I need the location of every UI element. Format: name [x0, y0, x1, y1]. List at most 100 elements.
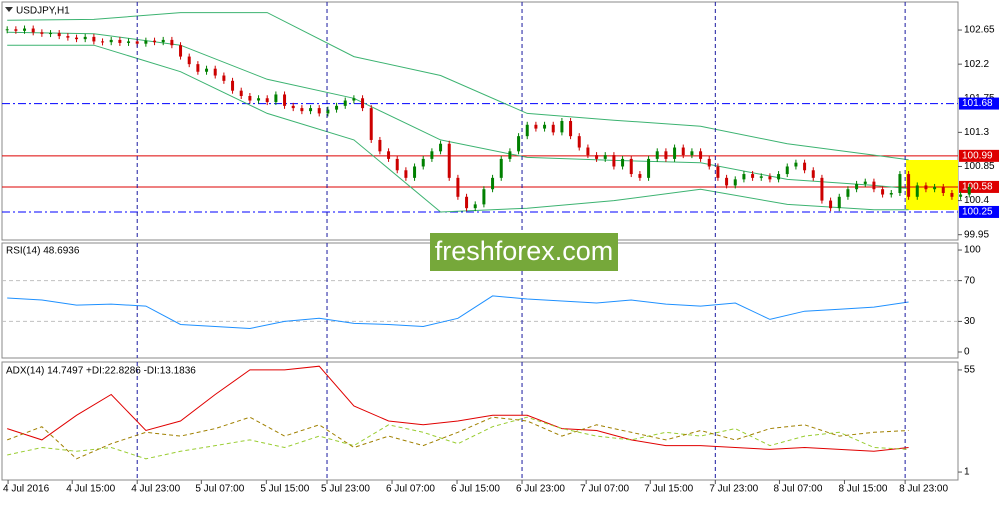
candle: [352, 98, 356, 101]
candle: [725, 177, 729, 186]
x-tick-label: 7 Jul 23:00: [709, 484, 758, 495]
candle: [404, 170, 408, 178]
x-tick-label: 5 Jul 23:00: [321, 484, 370, 495]
candle: [967, 186, 971, 195]
candle: [75, 37, 79, 40]
title-arrow: [5, 7, 13, 12]
y-tick-label: 55: [964, 365, 976, 376]
candle: [92, 36, 96, 42]
x-tick-label: 4 Jul 2016: [3, 484, 50, 495]
candle: [361, 98, 365, 109]
candle: [907, 174, 911, 197]
indicator-line: [7, 416, 909, 460]
x-tick-label: 7 Jul 07:00: [580, 484, 629, 495]
candle: [66, 36, 70, 38]
candle: [768, 176, 772, 180]
candle: [170, 39, 174, 46]
candle: [577, 136, 581, 148]
candle: [161, 39, 165, 43]
candle: [915, 185, 919, 197]
candle: [829, 200, 833, 209]
candle: [447, 143, 451, 178]
candle: [413, 166, 417, 178]
watermark: freshforex.com: [435, 236, 614, 266]
candle: [179, 45, 183, 57]
candle: [837, 196, 841, 209]
candle: [465, 196, 469, 209]
y-tick-label: 101.3: [964, 127, 989, 138]
candle: [274, 94, 278, 103]
candle: [31, 28, 35, 33]
candle: [101, 41, 105, 43]
candle: [820, 177, 824, 201]
candle: [681, 147, 685, 156]
candle: [83, 36, 87, 40]
candle: [144, 40, 148, 44]
candle: [855, 183, 859, 190]
candle: [673, 147, 677, 159]
candle: [508, 151, 512, 159]
x-tick-label: 5 Jul 15:00: [260, 484, 309, 495]
candle: [317, 108, 321, 114]
candle: [543, 124, 547, 129]
y-tick-label: 102.65: [964, 25, 995, 36]
candle: [248, 95, 252, 101]
candle: [933, 186, 937, 190]
candle: [473, 204, 477, 209]
indicator-line: [7, 295, 909, 330]
candle: [525, 124, 529, 137]
candle: [300, 108, 304, 112]
main-title: USDJPY,H1: [16, 6, 70, 17]
candle: [872, 181, 876, 190]
candle: [257, 98, 261, 101]
candle: [569, 121, 573, 137]
rsi-title: RSI(14) 48.6936: [6, 246, 80, 257]
indicator-line: [7, 416, 909, 460]
candle: [14, 29, 18, 31]
y-tick-label: 0: [964, 347, 970, 358]
candle: [378, 139, 382, 152]
band-line: [7, 44, 909, 213]
candle: [482, 189, 486, 205]
y-tick-label: 100: [964, 245, 981, 256]
x-tick-label: 4 Jul 15:00: [66, 484, 115, 495]
candle: [309, 108, 313, 112]
candle: [803, 162, 807, 171]
candle: [794, 162, 798, 167]
candle: [742, 174, 746, 180]
candle: [655, 151, 659, 159]
band-line: [7, 12, 909, 161]
candle: [387, 151, 391, 159]
candle: [517, 136, 521, 152]
candle: [222, 75, 226, 81]
candle: [603, 155, 607, 159]
candle: [283, 94, 287, 106]
candle: [751, 174, 755, 178]
level-label-box: [959, 205, 999, 218]
candle: [707, 158, 711, 167]
candle: [153, 40, 157, 43]
highlight-box: [906, 160, 958, 210]
candle: [950, 193, 954, 197]
candle: [690, 151, 694, 156]
candle: [924, 185, 928, 190]
candle: [785, 166, 789, 175]
candle: [291, 105, 295, 109]
candle: [621, 158, 625, 167]
candle: [265, 98, 269, 103]
band-line: [7, 31, 909, 189]
candle: [863, 181, 867, 184]
candle: [941, 186, 945, 194]
candle: [430, 151, 434, 159]
candle: [239, 90, 243, 96]
candle: [629, 158, 633, 175]
candle: [699, 151, 703, 159]
candle: [395, 158, 399, 171]
candle: [881, 189, 885, 195]
x-tick-label: 7 Jul 15:00: [644, 484, 693, 495]
candle: [369, 108, 373, 140]
candle: [326, 109, 330, 114]
y-tick-label: 99.95: [964, 229, 989, 240]
level-label: 100.25: [962, 207, 993, 218]
